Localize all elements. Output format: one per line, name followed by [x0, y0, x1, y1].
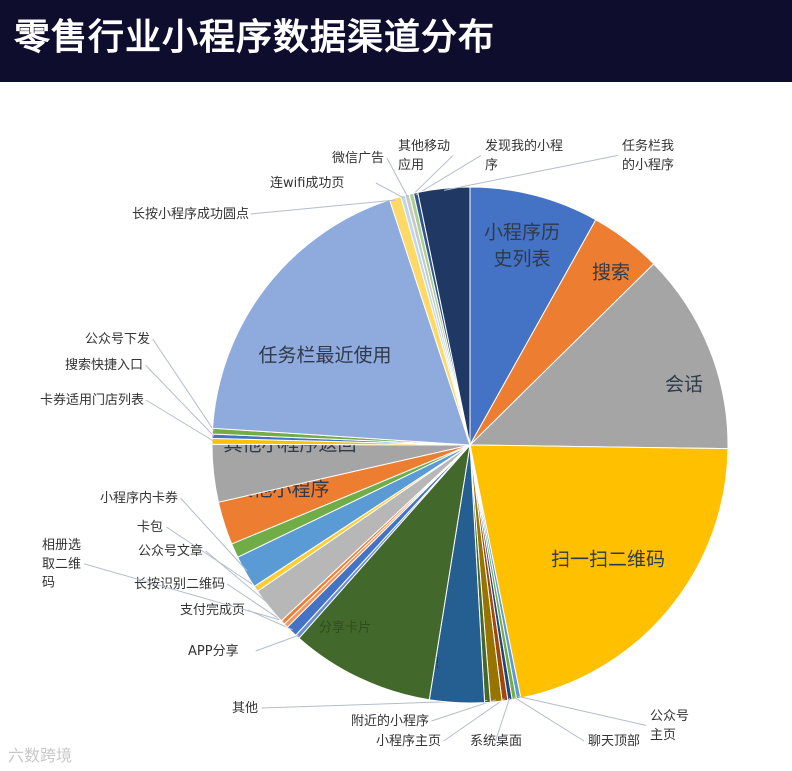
slice-label: 卡包 [137, 520, 163, 535]
leader-line [180, 497, 248, 572]
pie-slice [469, 444, 729, 699]
slice-label: 扫一扫二维码 [551, 549, 665, 571]
slice-label: 卡券适用门店列表 [40, 392, 144, 408]
page-title: 零售行业小程序数据渠道分布 [14, 17, 496, 58]
leader-line [443, 154, 619, 191]
slice-label: 相册选取二维码 [42, 538, 81, 591]
pie-slice [468, 263, 729, 450]
leader-line [495, 697, 511, 742]
slice-label: 搜索快捷入口 [65, 358, 143, 373]
slice-label: 长按识别二维码 [134, 577, 225, 592]
slice-label: 微信广告 [332, 151, 384, 166]
leader-line [513, 696, 585, 742]
slice-label: 其他 [232, 701, 258, 716]
slice-label: 聊天顶部 [588, 734, 640, 749]
slice-label: 系统桌面 [470, 734, 522, 749]
leader-line [255, 634, 299, 652]
slice-label: 搜索 [592, 262, 630, 284]
slice-label: 支付完成页 [180, 603, 245, 618]
slice-label: 附近的小程序 [351, 713, 429, 729]
slice-label: 连wifi成功页 [270, 175, 344, 191]
slice-label: 公众号主页 [650, 709, 689, 743]
leader-line [518, 695, 647, 726]
slice-label: APP分享 [188, 643, 239, 659]
leader-line [250, 199, 396, 215]
leader-line [386, 157, 409, 197]
pie-slice [417, 186, 471, 446]
header-bar: 零售行业小程序数据渠道分布 [0, 0, 792, 82]
slice-label: 小程序主页 [376, 734, 441, 749]
pie-slice [469, 186, 597, 447]
watermark: 六数跨境 [8, 746, 73, 765]
slice-label: 任务栏最近使用 [258, 345, 391, 367]
slice-label: 小程序内卡券 [100, 490, 178, 506]
leader-line [375, 182, 404, 199]
pie-slice [298, 443, 471, 701]
slice-label: 其他移动应用 [398, 139, 450, 173]
slice-label: 发现我的小程序 [485, 138, 563, 173]
slice-label: 小程序历史列表 [484, 221, 560, 270]
leader-line [84, 563, 285, 622]
slice-label: 会话 [665, 374, 703, 396]
leader-line [152, 338, 215, 432]
slice-label: 公众号文章 [138, 543, 203, 559]
leader-line [166, 526, 258, 589]
leader-line [431, 699, 497, 722]
leader-line [145, 364, 215, 437]
slice-label: 公众号下发 [85, 331, 150, 347]
slice-label: 任务栏我的小程序 [622, 138, 674, 173]
leader-line [145, 399, 215, 442]
pie-slice [212, 199, 471, 446]
slice-label: 分享卡片 [319, 620, 371, 636]
leader-line [411, 155, 454, 197]
leader-line [443, 698, 505, 742]
leader-line [226, 583, 288, 625]
slice-label: 长按小程序成功圆点 [132, 207, 249, 222]
leader-line [415, 154, 482, 196]
